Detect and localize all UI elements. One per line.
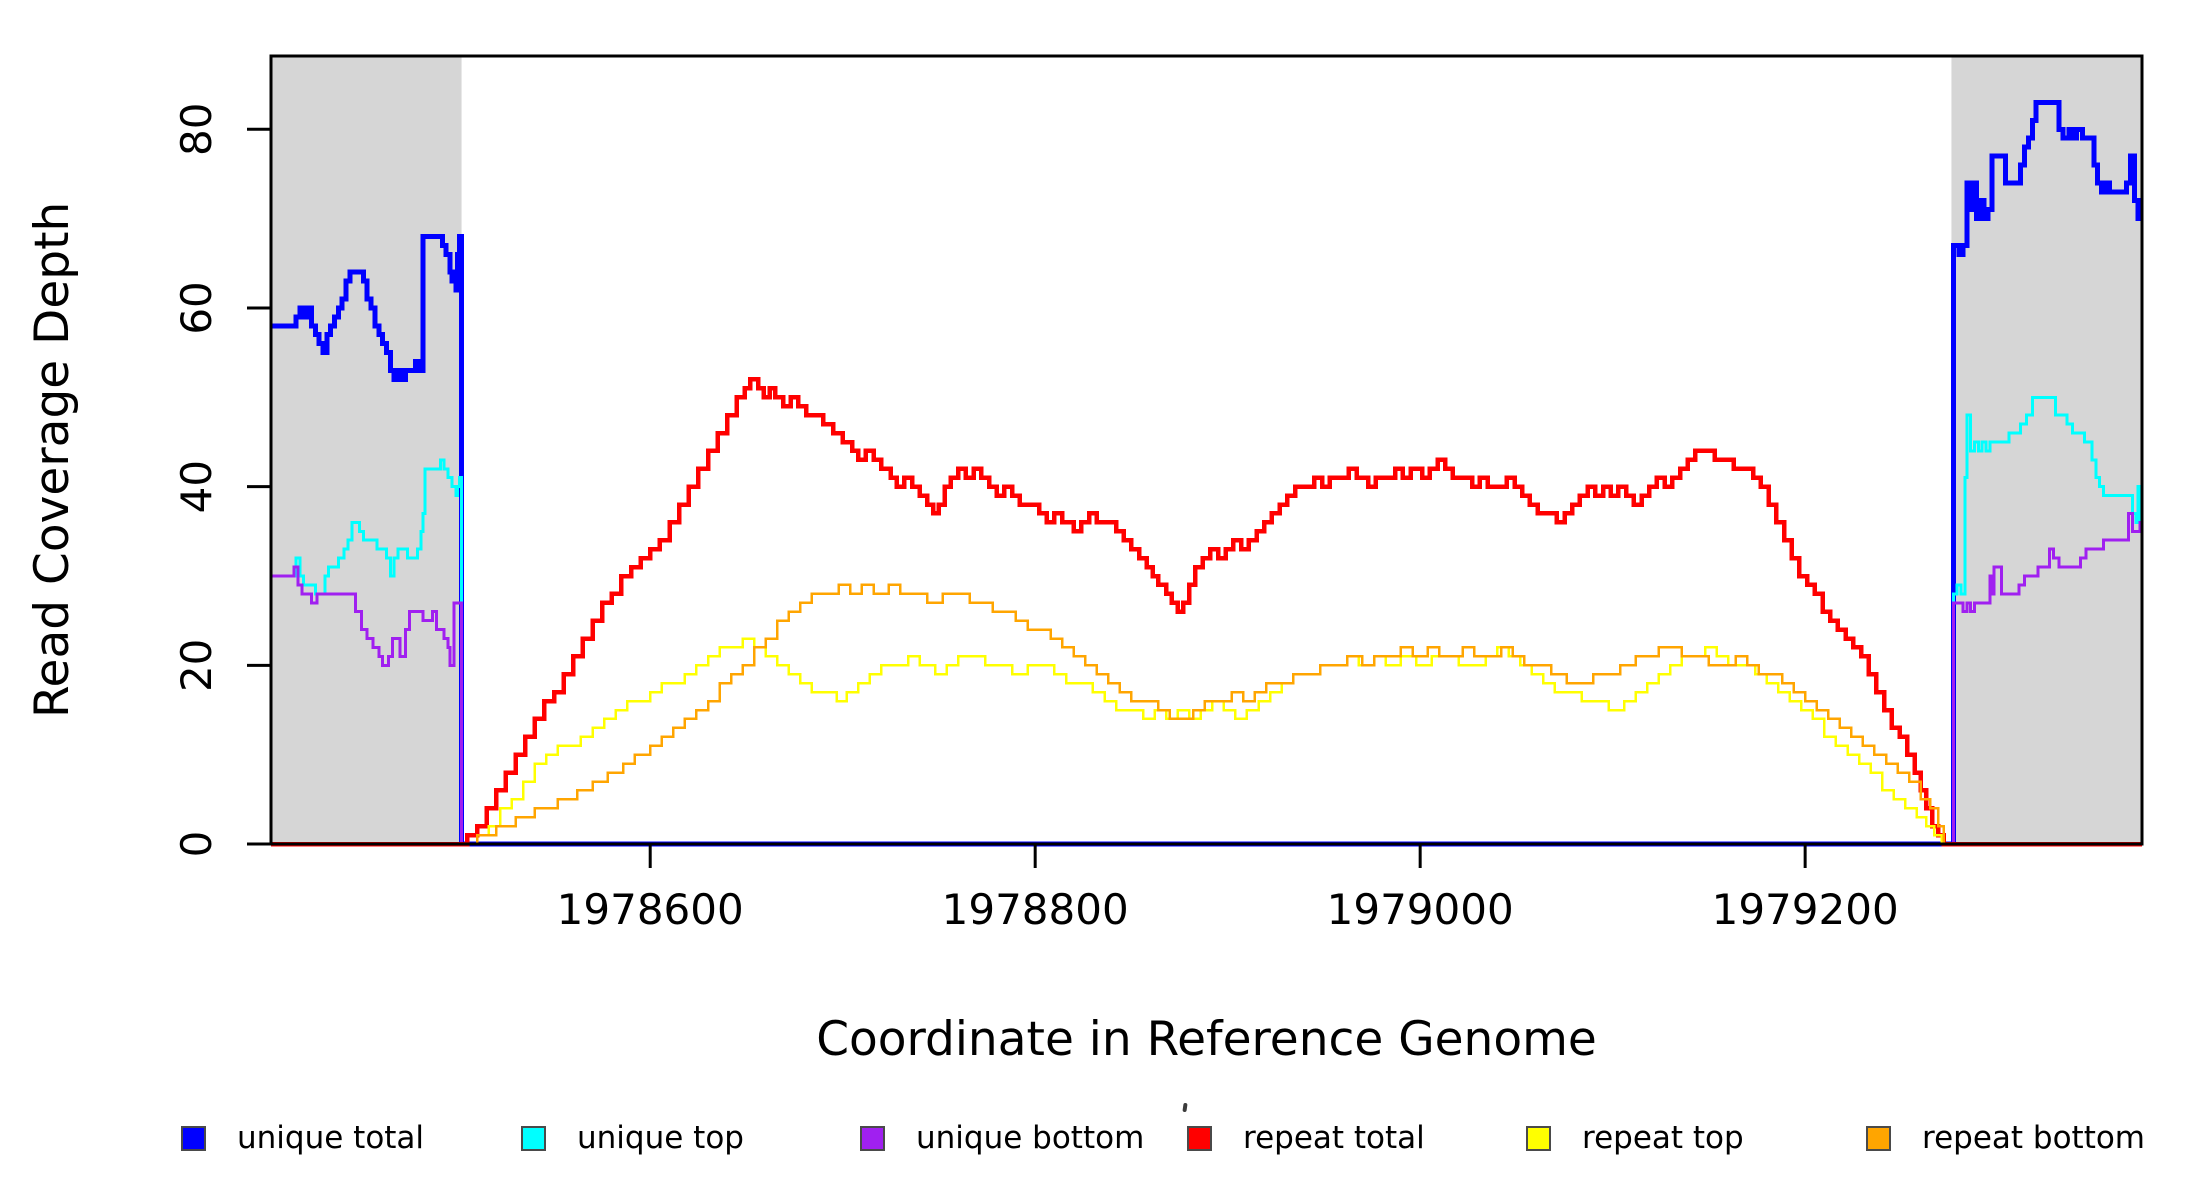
legend: unique total unique top unique bottom repea… bbox=[0, 1122, 2200, 1162]
unique-total-swatch bbox=[181, 1125, 206, 1151]
repeat-bottom-swatch bbox=[1866, 1125, 1891, 1151]
x-tick-label: 1979200 bbox=[1712, 885, 1899, 934]
y-tick-label: 40 bbox=[172, 460, 221, 513]
unique-bottom-swatch bbox=[860, 1125, 885, 1151]
legend-label: unique total bbox=[237, 1120, 425, 1156]
repeat-total-line bbox=[271, 377, 2142, 847]
x-axis-title: Coordinate in Reference Genome bbox=[816, 1012, 1597, 1067]
plot-border bbox=[269, 54, 2144, 846]
legend-item-repeat-top: repeat top bbox=[1526, 1122, 1744, 1154]
repeat-top-swatch bbox=[1526, 1125, 1551, 1151]
repeat-top-line bbox=[271, 637, 2142, 846]
unique-top-line bbox=[271, 395, 2142, 846]
legend-label: repeat top bbox=[1582, 1120, 1744, 1156]
legend-item-unique-total: unique total bbox=[181, 1122, 424, 1154]
legend-label: unique top bbox=[577, 1120, 744, 1156]
unique-total-line bbox=[271, 100, 2142, 847]
y-tick-label: 80 bbox=[172, 103, 221, 156]
legend-item-unique-top: unique top bbox=[521, 1122, 744, 1154]
legend-item-unique-bottom: unique bottom bbox=[860, 1122, 1144, 1154]
unique-bottom-line bbox=[271, 511, 2142, 846]
legend-item-repeat-bottom: repeat bottom bbox=[1866, 1122, 2145, 1154]
x-tick-label: 1979000 bbox=[1327, 885, 1514, 934]
legend-item-repeat-total: repeat total bbox=[1187, 1122, 1425, 1154]
repeat-bottom-line bbox=[271, 583, 2142, 846]
y-tick-label: 60 bbox=[172, 281, 221, 334]
x-tick-label: 1978600 bbox=[557, 885, 744, 934]
y-tick-label: 0 bbox=[172, 831, 221, 858]
y-tick-label: 20 bbox=[172, 639, 221, 692]
x-tick-label: 1978800 bbox=[942, 885, 1129, 934]
unique-top-swatch bbox=[521, 1125, 546, 1151]
shaded-region bbox=[271, 56, 462, 844]
y-axis-title: Read Coverage Depth bbox=[25, 201, 80, 719]
legend-label: repeat total bbox=[1243, 1120, 1425, 1156]
legend-label: repeat bottom bbox=[1922, 1120, 2146, 1156]
repeat-total-swatch bbox=[1187, 1125, 1212, 1151]
legend-label: unique bottom bbox=[916, 1120, 1145, 1156]
